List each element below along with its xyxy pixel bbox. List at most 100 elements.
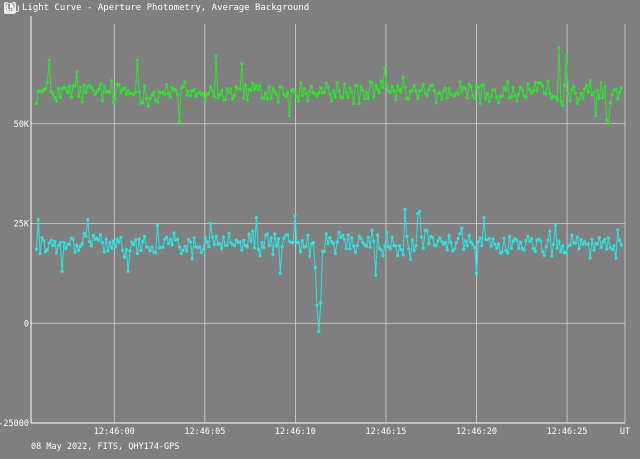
data-point: [240, 62, 244, 66]
data-point: [49, 90, 53, 94]
x-tick-label: 12:46:00: [94, 427, 135, 437]
data-point: [190, 257, 194, 261]
y-axis-label: ADU: [4, 5, 19, 15]
data-point: [172, 231, 176, 235]
data-point: [399, 248, 403, 252]
data-point: [383, 244, 387, 248]
data-point: [132, 242, 136, 247]
data-point: [473, 246, 477, 250]
data-point: [553, 223, 558, 228]
data-point: [511, 85, 515, 90]
data-point: [573, 241, 578, 245]
data-point: [480, 243, 484, 247]
data-point: [113, 245, 117, 249]
data-point: [141, 240, 145, 244]
data-point: [95, 90, 99, 94]
data-point: [291, 240, 295, 244]
data-point: [405, 234, 409, 239]
data-point: [583, 87, 587, 91]
data-point: [80, 100, 84, 104]
data-point: [146, 245, 150, 249]
data-point: [430, 235, 435, 239]
data-point: [308, 89, 312, 93]
data-point: [271, 87, 275, 91]
data-point: [504, 88, 508, 92]
data-point: [546, 238, 550, 242]
data-point: [427, 88, 431, 92]
data-point: [115, 237, 119, 241]
data-point: [511, 239, 515, 243]
data-point: [207, 91, 211, 95]
data-point: [181, 248, 185, 252]
data-point: [229, 87, 233, 91]
data-point: [364, 90, 369, 94]
data-point: [518, 240, 523, 244]
data-point: [89, 244, 93, 248]
data-point: [392, 89, 396, 93]
data-point: [401, 75, 405, 79]
data-point: [423, 91, 427, 95]
data-point: [441, 89, 446, 93]
data-point: [124, 247, 128, 251]
data-point: [265, 97, 270, 101]
data-point: [606, 236, 611, 240]
app-icon[interactable]: Ⓛ: [4, 2, 16, 14]
data-point: [78, 85, 82, 89]
y-tick-label: 25K: [14, 220, 30, 230]
data-point: [38, 252, 42, 256]
chart-axes: [30, 16, 626, 424]
data-point: [381, 85, 385, 89]
data-point: [485, 91, 490, 95]
data-point: [97, 87, 101, 91]
data-point: [66, 90, 70, 95]
data-point: [306, 233, 310, 237]
data-point: [465, 244, 469, 248]
data-point: [359, 85, 363, 89]
data-point: [436, 239, 440, 243]
data-point: [355, 243, 359, 248]
data-point: [295, 95, 299, 99]
chart-series: [34, 46, 624, 333]
data-point: [397, 244, 402, 248]
data-point: [216, 96, 220, 100]
data-point: [555, 98, 559, 102]
data-point: [529, 91, 534, 95]
data-point: [271, 252, 275, 257]
data-point: [69, 95, 73, 99]
data-point: [45, 80, 50, 85]
data-point: [304, 91, 308, 95]
data-point: [438, 91, 442, 95]
data-point: [390, 235, 394, 239]
data-point: [286, 233, 290, 237]
data-point: [251, 229, 255, 233]
data-point: [330, 99, 334, 103]
data-point: [260, 240, 264, 244]
data-point: [247, 232, 251, 236]
data-point: [170, 243, 174, 247]
data-point: [201, 92, 205, 96]
data-point: [496, 100, 501, 105]
data-point: [350, 236, 354, 240]
data-point: [256, 247, 260, 251]
data-point: [403, 207, 407, 212]
data-point: [478, 101, 482, 106]
data-point: [245, 245, 249, 249]
data-point: [100, 98, 104, 103]
data-point: [476, 240, 480, 244]
data-point: [93, 92, 97, 97]
data-point: [152, 90, 156, 94]
data-point: [42, 239, 46, 243]
data-point: [253, 87, 257, 91]
data-point: [517, 92, 521, 96]
data-point: [410, 238, 414, 242]
data-point: [117, 83, 121, 87]
data-point: [58, 95, 62, 99]
data-point: [119, 90, 123, 95]
data-point: [243, 83, 248, 87]
data-point: [489, 244, 493, 248]
data-point: [75, 243, 79, 247]
data-point: [291, 87, 295, 91]
data-point: [275, 92, 279, 96]
data-point: [471, 94, 475, 98]
data-point: [205, 240, 209, 244]
